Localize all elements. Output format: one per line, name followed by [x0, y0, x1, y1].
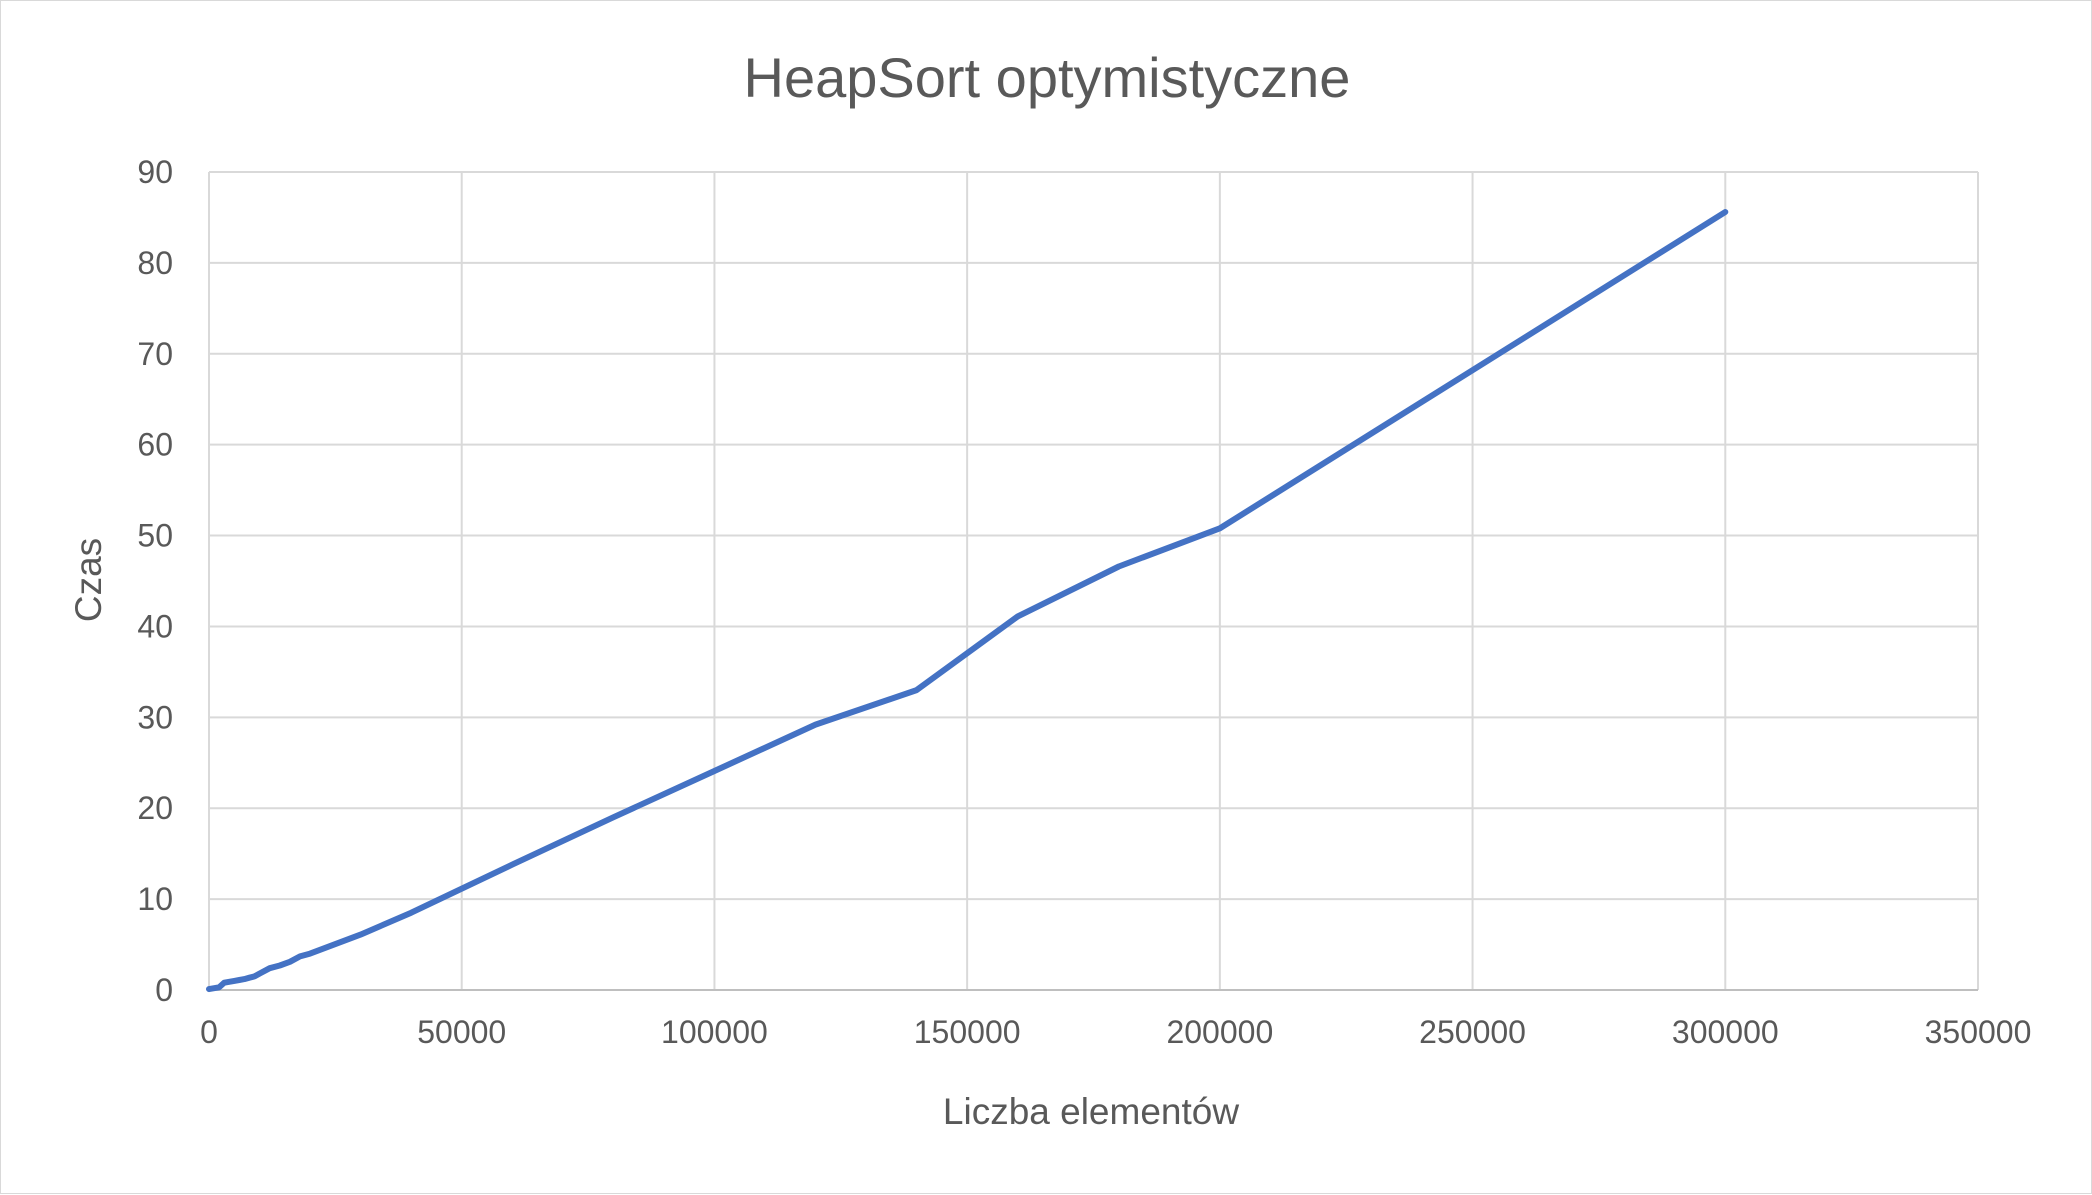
y-tick-label: 60 — [137, 427, 173, 463]
x-tick-label: 200000 — [1166, 1014, 1273, 1050]
x-tick-label: 50000 — [417, 1014, 506, 1050]
y-tick-label: 10 — [137, 881, 173, 917]
x-tick-label: 250000 — [1419, 1014, 1526, 1050]
y-tick-label: 70 — [137, 336, 173, 372]
x-tick-label: 150000 — [914, 1014, 1021, 1050]
y-tick-label: 50 — [137, 518, 173, 554]
series-group — [206, 209, 1729, 993]
x-axis-ticks: 0 50000 100000 150000 200000 250000 300000 3500… — [200, 1014, 2031, 1050]
x-tick-label: 300000 — [1672, 1014, 1779, 1050]
y-tick-label: 0 — [155, 972, 173, 1008]
y-tick-label: 90 — [137, 154, 173, 190]
gridlines — [208, 171, 1979, 991]
x-tick-label: 100000 — [661, 1014, 768, 1050]
series-line — [206, 209, 1729, 993]
chart-title: HeapSort optymistyczne — [744, 46, 1351, 109]
x-tick-label: 350000 — [1925, 1014, 2032, 1050]
y-tick-label: 80 — [137, 245, 173, 281]
y-tick-label: 40 — [137, 608, 173, 644]
y-tick-label: 30 — [137, 699, 173, 735]
y-axis-ticks: 0 10 20 30 40 50 60 70 80 90 — [137, 154, 173, 1008]
x-tick-label: 0 — [200, 1014, 218, 1050]
y-axis-title: Czas — [68, 538, 109, 622]
y-tick-label: 20 — [137, 790, 173, 826]
x-axis-title: Liczba elementów — [943, 1091, 1239, 1132]
